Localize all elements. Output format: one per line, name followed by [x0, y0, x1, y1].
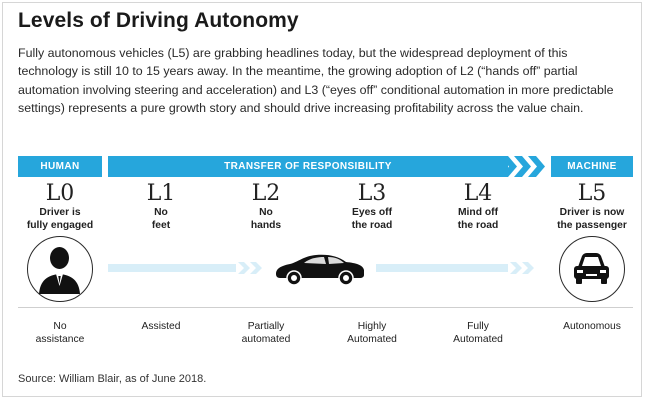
level-l4-code: L4	[463, 181, 493, 206]
level-l5-category: Autonomous	[532, 321, 645, 334]
car-front-icon	[574, 253, 609, 284]
source-note: Source: William Blair, as of June 2018.	[18, 373, 207, 385]
intro-paragraph: Fully autonomous vehicles (L5) are grabb…	[18, 46, 614, 116]
band-machine: MACHINE	[551, 156, 633, 177]
desc-line: the road	[351, 219, 393, 231]
cat-line: Partially	[247, 321, 285, 332]
infographic-frame	[2, 2, 642, 397]
level-l0-code: L0	[45, 181, 75, 206]
flow-arrow-left	[108, 262, 262, 274]
cat-line: Highly	[357, 321, 387, 332]
desc-line: Driver is now	[559, 207, 625, 218]
level-l0-description: Driver is fully engaged	[0, 207, 120, 232]
level-l2-code: L2	[251, 181, 281, 206]
level-l3-description: Eyes off the road	[312, 207, 432, 232]
desc-line: No	[154, 207, 168, 218]
cat-line: Fully	[467, 321, 489, 332]
level-l5-code: L5	[577, 181, 607, 206]
level-l4-category: Fully Automated	[418, 321, 538, 346]
divider	[18, 307, 633, 308]
cat-line: Autonomous	[563, 321, 621, 332]
level-l1-code: L1	[146, 181, 176, 206]
level-l2-description: No hands	[206, 207, 326, 232]
level-l3-category: Highly Automated	[312, 321, 432, 346]
desc-line: hands	[250, 219, 282, 231]
desc-line: Eyes off	[351, 207, 393, 218]
level-l4-description: Mind off the road	[418, 207, 538, 232]
band-transfer-of-responsibility: TRANSFER OF RESPONSIBILITY	[108, 156, 508, 177]
desc-line: Driver is	[39, 207, 81, 218]
level-l1-category: Assisted	[101, 321, 221, 334]
cat-line: Automated	[347, 333, 397, 345]
desc-line: the road	[457, 219, 499, 231]
person-icon	[39, 247, 80, 294]
cat-line: Automated	[453, 333, 503, 345]
band-human: HUMAN	[18, 156, 102, 177]
flow-arrow-right	[376, 262, 534, 274]
desc-line: Mind off	[457, 207, 499, 218]
cat-line: automated	[241, 333, 291, 345]
cat-line: assistance	[35, 333, 85, 345]
car-side-icon	[276, 254, 364, 286]
desc-line: fully engaged	[26, 219, 94, 231]
cat-line: No	[53, 321, 67, 332]
level-l1-description: No feet	[101, 207, 221, 232]
desc-line: feet	[151, 219, 171, 231]
person-icon-circle	[27, 236, 93, 302]
car-front-icon-circle	[559, 236, 625, 302]
cat-line: Assisted	[141, 321, 181, 332]
page-title: Levels of Driving Autonomy	[18, 9, 299, 32]
level-l3-code: L3	[357, 181, 387, 206]
desc-line: the passenger	[557, 219, 627, 231]
level-l2-category: Partially automated	[206, 321, 326, 346]
chevron-arrows-icon	[500, 156, 545, 177]
level-l0-category: No assistance	[0, 321, 120, 346]
desc-line: No	[259, 207, 273, 218]
level-l5-description: Driver is now the passenger	[532, 207, 645, 232]
